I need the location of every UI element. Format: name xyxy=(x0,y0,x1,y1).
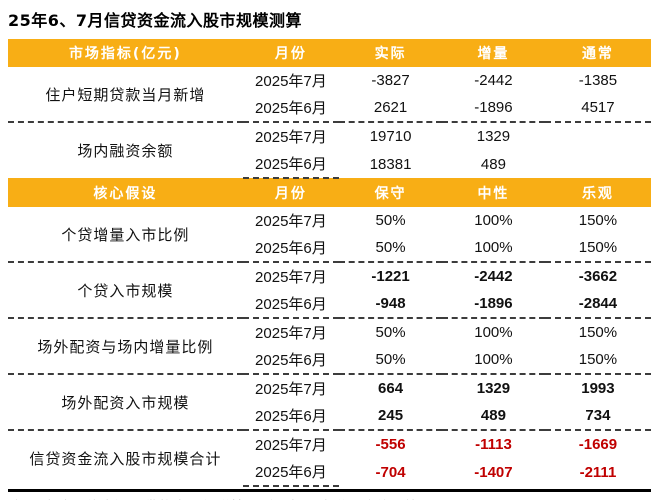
table-row: 2025年6月 -704 -1407 -2111 xyxy=(8,458,651,487)
value-cell: -2844 xyxy=(544,290,651,319)
value-cell: -1221 xyxy=(371,268,410,285)
month-cell: 2025年7月 xyxy=(255,213,327,230)
value-cell: -1113 xyxy=(475,436,512,453)
value-cell: -3827 xyxy=(371,72,410,89)
month-cell: 2025年6月 xyxy=(242,290,340,319)
value-cell: 1329 xyxy=(476,128,511,145)
table-bottom-rule xyxy=(8,489,651,492)
value-cell: 1993 xyxy=(581,380,615,397)
value-cell: -704 xyxy=(375,463,406,481)
table-row: 信贷资金流入股市规模合计 2025年7月 -556 -1113 -1669 xyxy=(8,430,651,468)
table-row: 个贷入市规模 2025年7月 -1221 -2442 -3662 xyxy=(8,262,651,319)
value-cell: 100% xyxy=(474,324,513,341)
value-cell: -1896 xyxy=(442,94,545,123)
header-optimistic: 乐观 xyxy=(544,178,651,207)
value-cell xyxy=(545,150,651,178)
month-cell: 2025年6月 xyxy=(242,346,340,375)
table-header-market: 市场指标(亿元) 月份 实际 增量 通常 xyxy=(8,39,651,67)
header-actual: 实际 xyxy=(339,39,442,67)
value-cell: -556 xyxy=(375,436,406,453)
value-cell: 18381 xyxy=(369,155,412,173)
month-cell: 2025年6月 xyxy=(242,458,340,487)
header-core-assumption: 核心假设 xyxy=(8,178,243,207)
value-cell: -3662 xyxy=(578,268,618,285)
value-cell: 734 xyxy=(544,402,651,431)
value-cell: 50% xyxy=(375,212,406,229)
month-cell: 2025年7月 xyxy=(255,325,327,342)
table-row: 个贷增量入市比例 2025年7月 50% 100% 150% xyxy=(8,207,651,263)
header-market-indicator: 市场指标(亿元) xyxy=(8,39,243,67)
value-cell xyxy=(545,122,651,150)
table-row: 住户短期贷款当月新增 2025年7月 -3827 -2442 -1385 xyxy=(8,67,651,123)
value-cell: 4517 xyxy=(544,94,651,123)
header-increment: 增量 xyxy=(442,39,545,67)
row-label: 信贷资金流入股市规模合计 xyxy=(29,450,222,468)
value-cell: -1669 xyxy=(578,436,618,453)
row-label: 场外配资入市规模 xyxy=(8,374,243,431)
value-cell: 100% xyxy=(474,212,513,229)
value-cell: 489 xyxy=(480,155,506,173)
value-cell: 245 xyxy=(339,402,442,431)
month-cell: 2025年7月 xyxy=(255,269,327,286)
header-neutral: 中性 xyxy=(442,178,545,207)
header-month: 月份 xyxy=(242,39,340,67)
row-label: 场外配资与场内增量比例 xyxy=(8,318,243,375)
month-cell: 2025年6月 xyxy=(242,234,340,263)
month-cell: 2025年6月 xyxy=(242,402,340,431)
row-label: 场内融资余额 xyxy=(77,142,174,160)
month-cell: 2025年7月 xyxy=(255,73,327,90)
value-cell: -2111 xyxy=(579,463,617,481)
month-cell: 2025年6月 xyxy=(242,150,340,179)
row-label: 个贷增量入市比例 xyxy=(8,207,243,263)
header-month: 月份 xyxy=(242,178,340,207)
value-cell: -1407 xyxy=(474,463,513,481)
value-cell: 150% xyxy=(578,212,618,229)
value-cell: -2442 xyxy=(474,268,513,285)
value-cell: -1385 xyxy=(578,72,618,89)
header-conservative: 保守 xyxy=(339,178,442,207)
value-cell: 150% xyxy=(578,324,618,341)
table-row: 场外配资与场内增量比例 2025年7月 50% 100% 150% xyxy=(8,318,651,375)
table-row: 2025年6月 50% 100% 150% xyxy=(8,234,651,263)
table-row: 2025年6月 18381 489 xyxy=(8,150,651,179)
table-header-assumptions: 核心假设 月份 保守 中性 乐观 xyxy=(8,178,651,207)
table-row: 场外配资入市规模 2025年7月 664 1329 1993 xyxy=(8,374,651,431)
row-label: 个贷入市规模 xyxy=(8,262,243,319)
value-cell: 150% xyxy=(544,234,651,263)
value-cell: 50% xyxy=(375,324,406,341)
month-cell: 2025年6月 xyxy=(242,94,340,123)
value-cell: -1896 xyxy=(442,290,545,319)
value-cell: 489 xyxy=(442,402,545,431)
value-cell: 100% xyxy=(442,234,545,263)
value-cell: 19710 xyxy=(369,128,412,145)
value-cell: -948 xyxy=(339,290,442,319)
value-cell: 664 xyxy=(378,380,404,397)
row-label: 住户短期贷款当月新增 xyxy=(8,67,243,123)
value-cell: 1329 xyxy=(476,380,511,397)
value-cell: 2621 xyxy=(339,94,442,123)
table-row: 2025年6月 245 489 734 xyxy=(8,402,651,431)
table-row: 场内融资余额 2025年7月 19710 1329 xyxy=(8,122,651,160)
month-cell: 2025年7月 xyxy=(255,437,327,454)
header-usual: 通常 xyxy=(544,39,651,67)
value-cell: -2442 xyxy=(474,72,513,89)
page-title: 25年6、7月信贷资金流入股市规模测算 xyxy=(8,11,303,30)
value-cell: 50% xyxy=(339,234,442,263)
table-row: 2025年6月 -948 -1896 -2844 xyxy=(8,290,651,319)
table-row: 2025年6月 50% 100% 150% xyxy=(8,346,651,375)
value-cell: 100% xyxy=(442,346,545,375)
value-cell: 150% xyxy=(544,346,651,375)
month-cell: 2025年7月 xyxy=(255,129,327,146)
month-cell: 2025年7月 xyxy=(255,381,327,398)
credit-funds-estimation-table: 市场指标(亿元) 月份 实际 增量 通常 住户短期贷款当月新增 2025年7月 … xyxy=(8,39,651,487)
value-cell: 50% xyxy=(339,346,442,375)
table-row: 2025年6月 2621 -1896 4517 xyxy=(8,94,651,123)
